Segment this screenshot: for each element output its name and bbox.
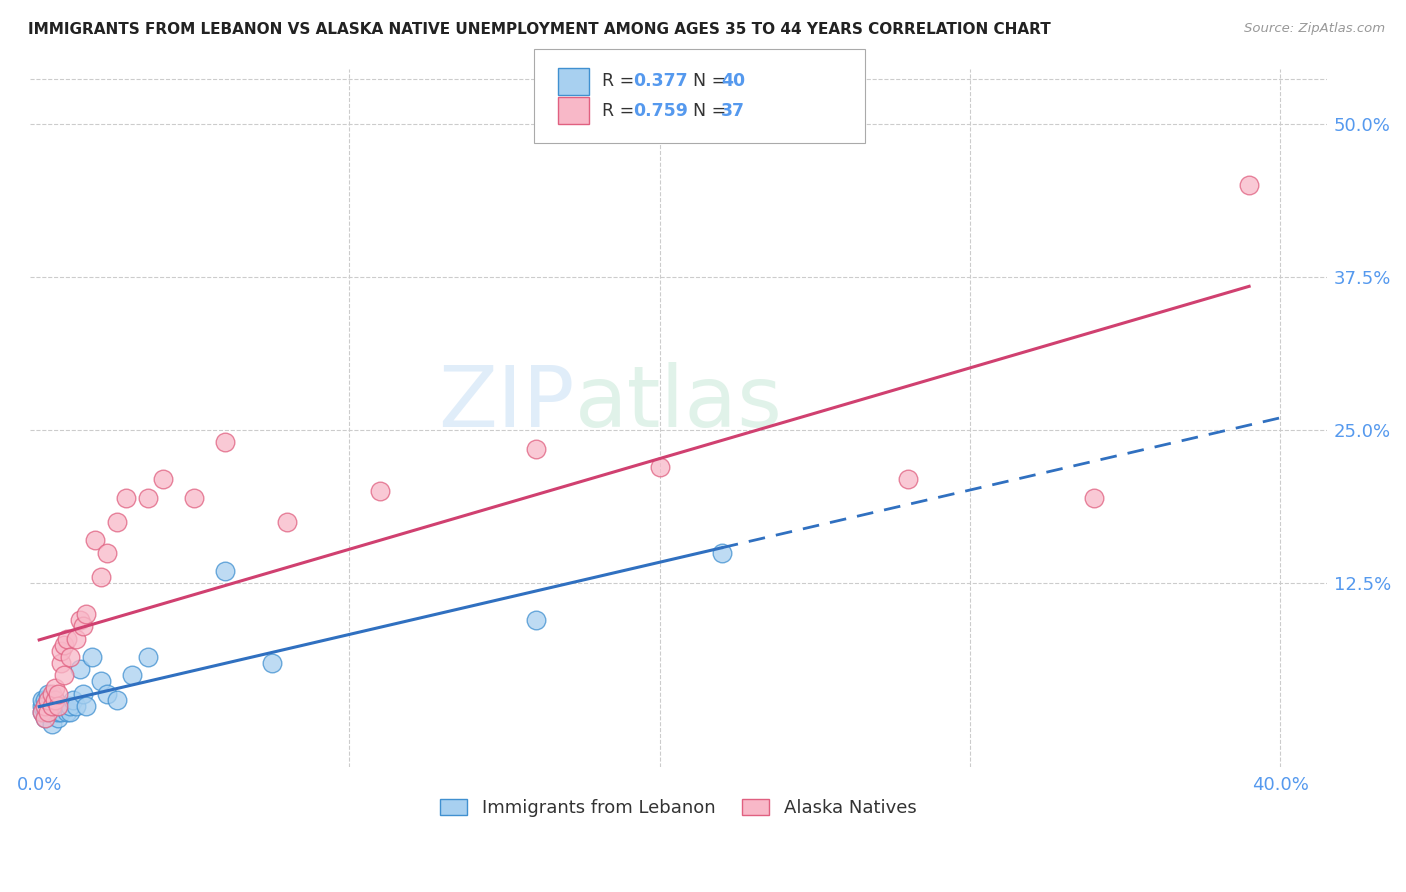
Point <box>49 705 72 719</box>
Point <box>44 693 66 707</box>
Point <box>31 693 53 707</box>
Point <box>90 570 112 584</box>
Point <box>152 472 174 486</box>
Point <box>46 711 69 725</box>
Point <box>69 662 91 676</box>
Point <box>37 693 59 707</box>
Point <box>80 649 103 664</box>
Point <box>136 491 159 505</box>
Point <box>59 698 82 713</box>
Point <box>37 687 59 701</box>
Point <box>105 515 128 529</box>
Text: R =: R = <box>602 102 640 120</box>
Point <box>121 668 143 682</box>
Point <box>62 693 84 707</box>
Point <box>56 705 79 719</box>
Point <box>59 705 82 719</box>
Point <box>53 638 76 652</box>
Point <box>37 698 59 713</box>
Text: 0.759: 0.759 <box>633 102 688 120</box>
Point <box>34 711 56 725</box>
Point <box>34 698 56 713</box>
Point <box>31 698 53 713</box>
Text: R =: R = <box>602 72 640 90</box>
Point <box>37 693 59 707</box>
Point <box>69 613 91 627</box>
Text: ZIP: ZIP <box>439 362 575 445</box>
Point <box>46 698 69 713</box>
Point <box>710 546 733 560</box>
Point <box>524 613 547 627</box>
Point <box>53 668 76 682</box>
Point <box>34 711 56 725</box>
Point <box>72 619 94 633</box>
Point <box>183 491 205 505</box>
Point <box>53 698 76 713</box>
Text: IMMIGRANTS FROM LEBANON VS ALASKA NATIVE UNEMPLOYMENT AMONG AGES 35 TO 44 YEARS : IMMIGRANTS FROM LEBANON VS ALASKA NATIVE… <box>28 22 1050 37</box>
Point <box>41 687 63 701</box>
Point <box>214 435 236 450</box>
Point <box>75 607 97 621</box>
Text: atlas: atlas <box>575 362 783 445</box>
Point <box>31 705 53 719</box>
Point <box>44 693 66 707</box>
Point <box>49 644 72 658</box>
Text: 37: 37 <box>721 102 745 120</box>
Point <box>59 649 82 664</box>
Point <box>105 693 128 707</box>
Legend: Immigrants from Lebanon, Alaska Natives: Immigrants from Lebanon, Alaska Natives <box>433 792 924 824</box>
Point <box>96 546 118 560</box>
Text: Source: ZipAtlas.com: Source: ZipAtlas.com <box>1244 22 1385 36</box>
Text: 0.377: 0.377 <box>633 72 688 90</box>
Point <box>84 533 107 548</box>
Point <box>115 491 138 505</box>
Point <box>90 674 112 689</box>
Point <box>44 705 66 719</box>
Point <box>34 705 56 719</box>
Point <box>1237 178 1260 192</box>
Point <box>65 632 87 646</box>
Point <box>46 705 69 719</box>
Point <box>56 632 79 646</box>
Point <box>276 515 298 529</box>
Point <box>75 698 97 713</box>
Point <box>41 705 63 719</box>
Point <box>1083 491 1105 505</box>
Point <box>648 459 671 474</box>
Point <box>72 687 94 701</box>
Point <box>44 698 66 713</box>
Point <box>214 564 236 578</box>
Point <box>44 681 66 695</box>
Point <box>41 698 63 713</box>
Text: N =: N = <box>693 72 733 90</box>
Point <box>49 698 72 713</box>
Point <box>260 656 283 670</box>
Point <box>96 687 118 701</box>
Point <box>37 705 59 719</box>
Point <box>524 442 547 456</box>
Point <box>31 705 53 719</box>
Point <box>41 698 63 713</box>
Point <box>34 698 56 713</box>
Point <box>46 687 69 701</box>
Point <box>370 484 392 499</box>
Point <box>41 717 63 731</box>
Point <box>49 656 72 670</box>
Point <box>65 698 87 713</box>
Point <box>897 472 920 486</box>
Point <box>34 693 56 707</box>
Point <box>136 649 159 664</box>
Text: 40: 40 <box>721 72 745 90</box>
Point <box>37 705 59 719</box>
Text: N =: N = <box>693 102 733 120</box>
